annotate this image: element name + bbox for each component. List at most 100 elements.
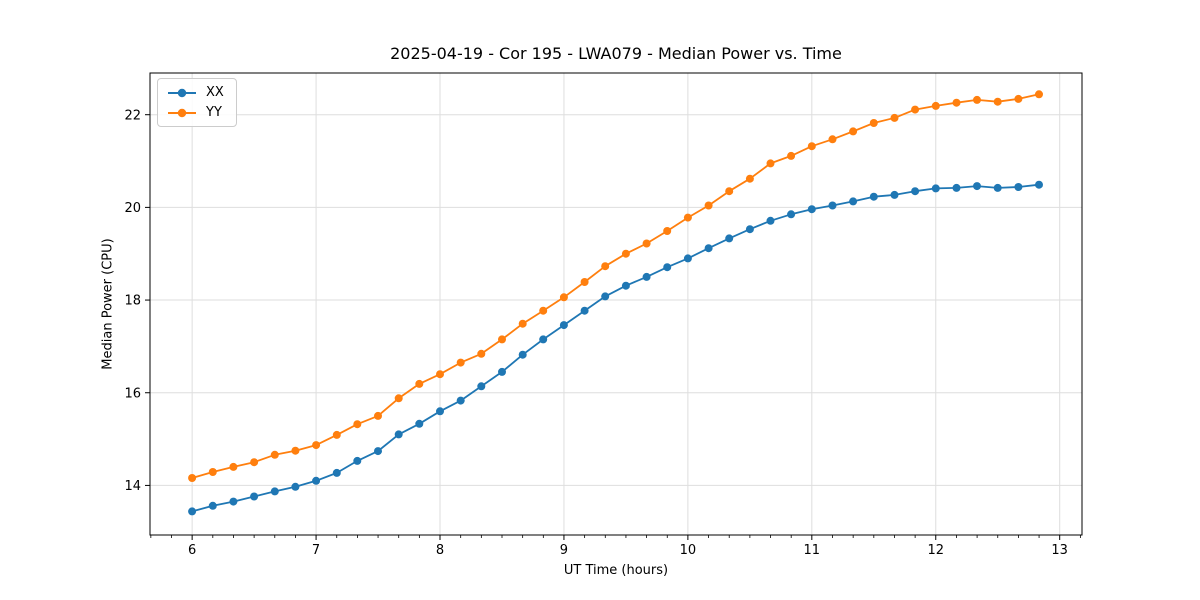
data-point (849, 197, 858, 206)
series-xx-line (191, 183, 1040, 513)
data-point (332, 430, 341, 439)
data-point (890, 190, 899, 199)
y-tick-label: 14 (124, 479, 141, 494)
data-point (312, 441, 321, 450)
x-axis-minor-ticks (150, 535, 1081, 538)
data-point (725, 234, 734, 243)
data-point (931, 184, 940, 193)
data-point (374, 411, 382, 420)
data-point (580, 278, 589, 286)
data-point (807, 142, 816, 151)
x-tick-label: 7 (312, 543, 320, 558)
data-point (353, 420, 362, 429)
y-tick-label: 16 (124, 386, 141, 401)
data-point (621, 249, 630, 258)
data-point (621, 281, 630, 290)
x-tick-label: 11 (804, 543, 821, 558)
data-point (931, 101, 940, 110)
data-point (415, 419, 424, 428)
data-point (1014, 94, 1023, 103)
y-tick-label: 22 (124, 108, 141, 123)
data-point (250, 458, 259, 467)
data-point (229, 462, 238, 471)
data-point (456, 396, 465, 405)
data-point (270, 487, 279, 496)
data-point (559, 321, 568, 330)
legend-label-yy: YY (206, 105, 222, 120)
data-point (498, 367, 506, 376)
data-point (229, 497, 238, 506)
data-point (683, 254, 692, 263)
data-point (766, 216, 775, 225)
legend-item-xx: XX (166, 84, 224, 101)
data-point (415, 379, 424, 388)
data-point (849, 127, 858, 136)
data-point (518, 350, 527, 359)
data-point (973, 182, 981, 191)
legend-item-yy: YY (166, 104, 224, 121)
data-point (952, 98, 961, 107)
data-point (436, 370, 444, 379)
data-point (745, 225, 754, 234)
data-point (828, 135, 837, 144)
data-point (332, 468, 341, 477)
data-point (993, 183, 1002, 192)
x-tick-label: 10 (680, 543, 697, 558)
x-tick-label: 12 (927, 543, 944, 558)
legend-label-xx: XX (206, 85, 224, 100)
data-point (291, 482, 300, 491)
data-point (477, 382, 486, 391)
x-tick-label: 9 (560, 543, 568, 558)
y-tick-label: 20 (124, 201, 141, 216)
y-axis-label: Median Power (CPU) (100, 238, 116, 370)
data-point (394, 394, 403, 403)
data-point (477, 349, 486, 358)
data-point (973, 95, 981, 104)
data-point (250, 492, 259, 501)
data-point (642, 239, 651, 248)
data-point (787, 210, 796, 219)
data-point (911, 187, 920, 196)
data-point (312, 476, 321, 485)
legend-line-marker-icon (168, 108, 196, 117)
data-point (869, 119, 878, 127)
axes-border (149, 72, 1083, 536)
data-point (1035, 180, 1043, 189)
series-yy-markers (188, 90, 1043, 482)
data-point (539, 335, 548, 344)
x-axis-ticks: 6 7 8 9 10 11 12 13 (188, 535, 1068, 558)
data-point (601, 262, 610, 271)
data-point (580, 306, 589, 315)
legend: XX YY (157, 78, 237, 127)
data-point (1035, 90, 1043, 99)
data-point (353, 456, 362, 465)
data-point (1014, 183, 1023, 191)
data-point (188, 474, 197, 482)
data-point (952, 183, 961, 192)
data-point (394, 430, 403, 439)
x-tick-label: 6 (188, 543, 196, 558)
y-tick-label: 18 (124, 294, 141, 309)
x-axis-label: UT Time (hours) (563, 563, 669, 578)
legend-line-marker-icon (168, 88, 196, 97)
data-point (766, 159, 775, 168)
data-point (374, 447, 382, 456)
chart-title: 2025-04-19 - Cor 195 - LWA079 - Median P… (390, 44, 842, 63)
series-yy-line (191, 93, 1040, 479)
data-point (663, 263, 672, 272)
data-point (291, 446, 300, 455)
data-point (539, 306, 548, 315)
data-point (993, 97, 1002, 106)
data-point (704, 244, 713, 253)
data-point (436, 407, 444, 416)
data-point (911, 105, 920, 114)
data-point (601, 292, 610, 301)
data-point (683, 213, 692, 222)
x-tick-label: 13 (1051, 543, 1068, 558)
data-point (498, 335, 506, 344)
data-point (456, 358, 465, 367)
data-point (518, 319, 527, 328)
data-point (663, 227, 672, 235)
